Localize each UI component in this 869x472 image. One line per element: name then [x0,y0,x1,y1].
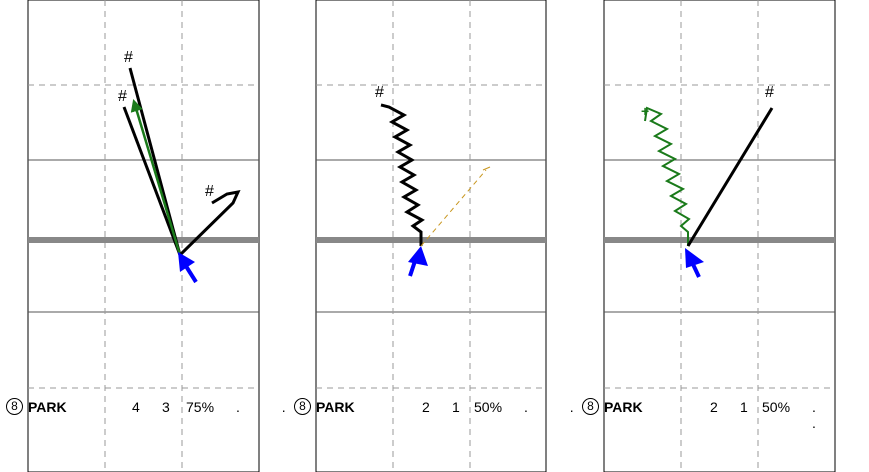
formation-number-badge: 8 [582,398,599,415]
route-option [482,166,491,171]
route-line-secondary [130,99,182,256]
grid-dashed [28,0,259,472]
line-of-scrimmage [316,237,546,243]
route-zigzag [380,103,425,246]
route-marker: # [375,84,384,101]
stat-a: 2 [710,399,718,415]
route-marker: # [765,84,774,101]
motion-arrow-icon [178,252,198,284]
dots: . . [812,399,835,431]
success-percent: 50% [762,399,791,415]
play-panel-1[interactable]: # # # [27,0,260,472]
line-of-scrimmage [28,237,259,243]
route-line [122,106,182,256]
panel-border [315,0,547,472]
stat-a: 2 [422,399,430,415]
route-line [686,107,774,247]
route-marker: # [124,49,133,66]
success-percent: 50% [474,399,503,415]
play-panel-2[interactable]: # [315,0,547,472]
formation-name: PARK [28,398,67,415]
stat-b: 3 [162,399,170,415]
route-marker: # [118,88,127,105]
formation-name: PARK [604,398,643,415]
route-marker: + [641,103,649,119]
grid-dashed [604,0,835,472]
route-line [178,190,241,257]
panel-border [27,0,260,472]
success-percent: 75% [186,399,215,415]
panel-1-footer: 8 PARK [6,398,67,415]
grid-dashed [316,0,546,472]
motion-arrow-icon [408,246,428,277]
stat-b: 1 [740,399,748,415]
dots: . . [524,399,593,415]
formation-name: PARK [316,398,355,415]
motion-arrow-icon [685,248,704,278]
line-of-scrimmage [604,237,835,243]
stat-b: 1 [452,399,460,415]
panel-3-footer: 8 PARK [582,398,643,415]
route-zigzag-secondary [644,106,691,246]
dots: . . [236,399,305,415]
route-marker: # [205,183,214,200]
stat-a: 4 [132,399,140,415]
formation-number-badge: 8 [6,398,23,415]
play-panel-3[interactable]: # + [603,0,836,472]
panel-border [603,0,836,472]
panel-2-footer: 8 PARK [294,398,355,415]
route-option [420,169,487,247]
formation-number-badge: 8 [294,398,311,415]
